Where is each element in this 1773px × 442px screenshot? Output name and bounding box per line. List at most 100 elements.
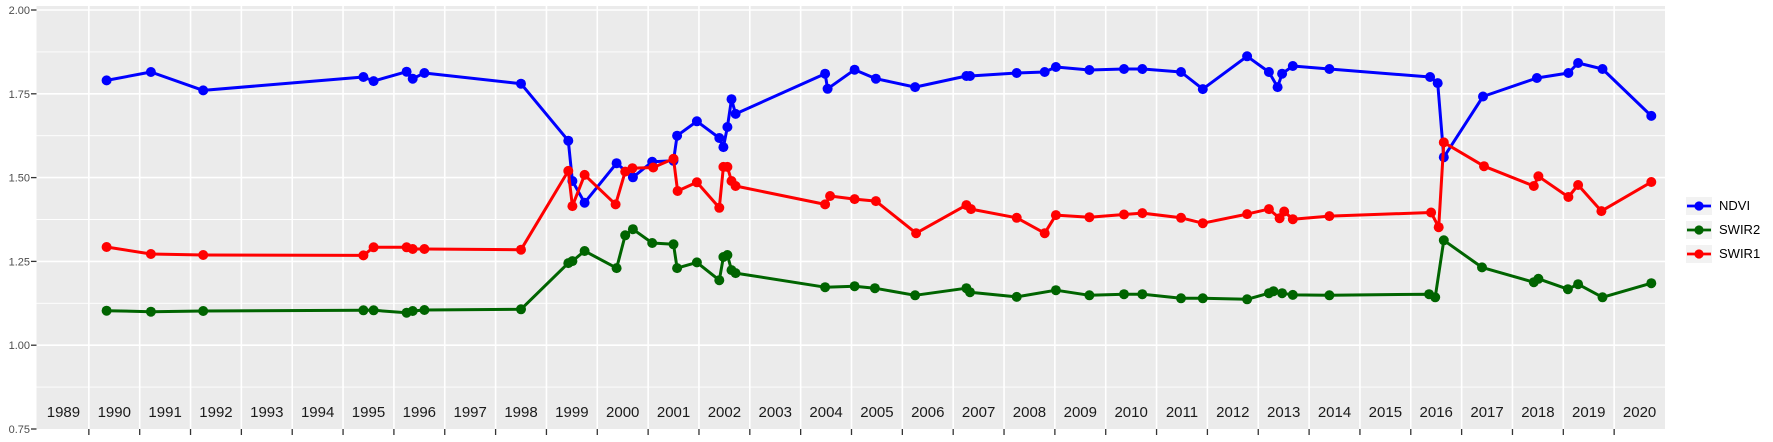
y-tick-label: 1.75: [9, 89, 30, 101]
x-year-label: 1995: [352, 404, 385, 421]
swir1-point: [1438, 137, 1449, 148]
x-year-label: 2007: [962, 404, 995, 421]
ndvi-point: [1563, 68, 1574, 78]
swir1-legend-glyph: [1687, 249, 1711, 259]
ndvi-point: [1272, 82, 1283, 93]
ndvi-point: [1176, 67, 1186, 77]
swir2-point: [1119, 289, 1129, 300]
x-year-label: 2001: [657, 404, 690, 421]
ndvi-point: [910, 82, 921, 93]
swir2-legend-glyph: [1687, 225, 1711, 235]
swir2-point: [1277, 288, 1288, 299]
ndvi-point: [1137, 64, 1148, 74]
swir1-point: [610, 199, 621, 210]
swir2-point: [714, 275, 725, 286]
swir2-point: [672, 263, 683, 274]
ndvi-point: [718, 142, 729, 153]
swir1-point: [1596, 206, 1607, 217]
swir1-point: [198, 250, 209, 260]
swir2-point: [1011, 291, 1022, 302]
swir2-point: [419, 305, 430, 315]
ndvi-point: [965, 71, 975, 81]
ndvi-point: [849, 64, 860, 75]
legend-item-swir2: SWIR2: [1686, 221, 1760, 239]
swir2-point: [1050, 285, 1061, 296]
swir2-point: [1287, 289, 1298, 300]
swir2-point: [101, 305, 112, 316]
swir2-point: [691, 257, 702, 268]
swir1-point: [1039, 228, 1050, 239]
x-year-label: 2000: [606, 404, 639, 421]
x-year-label: 2014: [1318, 404, 1351, 421]
x-year-label: 2017: [1470, 404, 1503, 421]
ndvi-point: [1287, 61, 1298, 71]
ndvi-point: [145, 67, 156, 77]
swir2-point: [849, 281, 860, 292]
swir2-point: [869, 283, 880, 294]
swir1-point: [714, 202, 725, 213]
ndvi-point: [1242, 51, 1253, 62]
swir1-point: [722, 161, 733, 172]
swir2-point: [1084, 290, 1095, 301]
ndvi-point: [730, 108, 741, 119]
swir2-point: [358, 305, 369, 316]
swir1-point: [668, 153, 679, 164]
x-year-label: 1992: [199, 404, 232, 421]
ndvi-point: [611, 158, 622, 169]
swir2-point: [1573, 279, 1584, 290]
x-year-label: 2019: [1572, 404, 1605, 421]
swir2-point: [1268, 286, 1279, 297]
legend: NDVI SWIR2 SWIR1: [1686, 197, 1760, 263]
swir1-point: [820, 199, 831, 210]
x-year-label: 2011: [1166, 404, 1198, 421]
swir2-point: [730, 268, 741, 279]
swir1-point: [1137, 208, 1148, 219]
x-year-label: 1997: [453, 404, 486, 421]
ndvi-point: [1011, 68, 1022, 78]
ndvi-point: [672, 130, 683, 141]
ndvi-point: [1277, 68, 1288, 79]
ndvi-point: [1432, 78, 1443, 89]
swir2-point: [611, 263, 622, 274]
swir1-point: [1119, 209, 1129, 220]
swir1-point: [1011, 212, 1022, 223]
x-year-label: 2015: [1369, 404, 1402, 421]
legend-item-ndvi: NDVI: [1686, 197, 1760, 215]
swir1-point: [1646, 177, 1657, 187]
swir1-point: [516, 244, 526, 255]
swir1-point: [1287, 214, 1298, 225]
swir2-point: [579, 246, 590, 256]
swir1-point: [1263, 204, 1274, 215]
ndvi-point: [1478, 91, 1488, 102]
ndvi-point: [368, 76, 379, 87]
swir1-point: [1242, 209, 1253, 220]
ndvi-point: [1324, 64, 1335, 74]
ndvi-point: [820, 68, 831, 79]
x-year-label: 2005: [860, 404, 893, 421]
swir2-point: [1438, 235, 1449, 246]
y-tick-label: 2.00: [9, 5, 30, 17]
swir2-point: [1562, 284, 1573, 295]
swir2-point: [1324, 290, 1335, 301]
ndvi-point: [722, 122, 733, 132]
ndvi-point: [1084, 65, 1095, 75]
swir2-point: [567, 256, 578, 267]
x-year-label: 2008: [1013, 404, 1046, 421]
swir1-point: [825, 191, 836, 201]
x-year-label: 1993: [250, 404, 283, 421]
x-year-label: 1999: [555, 404, 588, 421]
swir1-point: [691, 177, 702, 188]
y-tick-label: 0.75: [9, 424, 30, 436]
y-tick-label: 1.50: [9, 173, 30, 185]
swir2-point: [407, 306, 418, 316]
ndvi-point: [1597, 64, 1608, 74]
x-year-label: 2010: [1114, 404, 1147, 421]
swir1-point: [1426, 207, 1437, 218]
swir1-point: [145, 249, 156, 259]
swir2-point: [1137, 289, 1148, 300]
swir1-point: [1573, 180, 1584, 190]
swir1-point: [911, 228, 922, 239]
swir1-point: [966, 204, 976, 215]
ndvi-point: [1573, 58, 1584, 68]
swir1-point: [1533, 171, 1544, 182]
